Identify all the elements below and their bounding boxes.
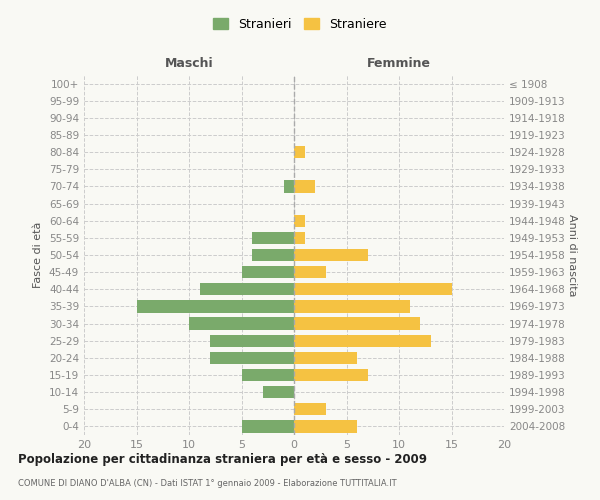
Bar: [294, 403, 325, 415]
Bar: [294, 300, 409, 312]
Y-axis label: Anni di nascita: Anni di nascita: [567, 214, 577, 296]
Bar: [252, 249, 294, 261]
Bar: [294, 369, 367, 381]
Bar: [284, 180, 294, 192]
Bar: [294, 352, 357, 364]
Bar: [252, 232, 294, 244]
Bar: [241, 369, 294, 381]
Bar: [294, 180, 315, 192]
Bar: [294, 146, 305, 158]
Bar: [210, 334, 294, 347]
Bar: [294, 283, 452, 296]
Bar: [210, 352, 294, 364]
Bar: [294, 214, 305, 227]
Bar: [199, 283, 294, 296]
Text: Maschi: Maschi: [164, 57, 214, 70]
Text: COMUNE DI DIANO D'ALBA (CN) - Dati ISTAT 1° gennaio 2009 - Elaborazione TUTTITAL: COMUNE DI DIANO D'ALBA (CN) - Dati ISTAT…: [18, 478, 397, 488]
Bar: [263, 386, 294, 398]
Text: Femmine: Femmine: [367, 57, 431, 70]
Y-axis label: Fasce di età: Fasce di età: [34, 222, 43, 288]
Bar: [294, 232, 305, 244]
Bar: [241, 266, 294, 278]
Bar: [241, 420, 294, 432]
Bar: [294, 334, 431, 347]
Bar: [294, 266, 325, 278]
Bar: [189, 318, 294, 330]
Bar: [137, 300, 294, 312]
Text: Popolazione per cittadinanza straniera per età e sesso - 2009: Popolazione per cittadinanza straniera p…: [18, 454, 427, 466]
Bar: [294, 249, 367, 261]
Bar: [294, 318, 420, 330]
Legend: Stranieri, Straniere: Stranieri, Straniere: [207, 11, 393, 37]
Bar: [294, 420, 357, 432]
